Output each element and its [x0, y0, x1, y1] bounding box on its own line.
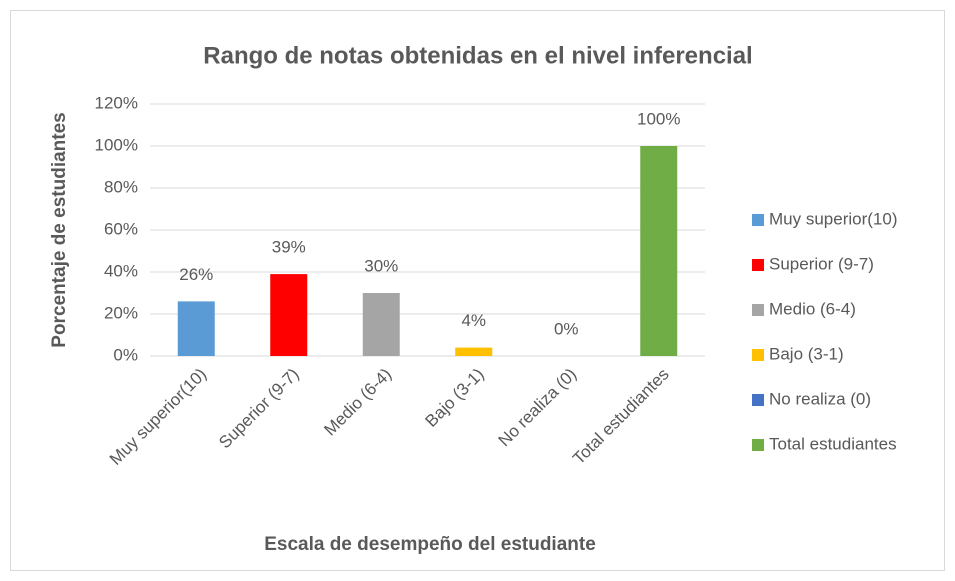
y-tick-label: 0% [113, 345, 138, 364]
y-tick-label: 40% [104, 261, 138, 280]
legend-label: No realiza (0) [769, 389, 871, 408]
legend-label: Medio (6-4) [769, 299, 856, 318]
bar [455, 347, 493, 356]
bar [640, 146, 678, 356]
y-tick-label: 20% [104, 303, 138, 322]
bar [177, 301, 215, 356]
data-label: 30% [364, 256, 398, 275]
bar [270, 274, 308, 356]
legend-label: Superior (9-7) [769, 254, 874, 273]
legend-swatch [752, 259, 764, 271]
legend-label: Bajo (3-1) [769, 344, 844, 363]
legend-swatch [752, 304, 764, 316]
y-axis-title: Porcentaje de estudiantes [49, 112, 70, 347]
legend-swatch [752, 439, 764, 451]
chart-title: Rango de notas obtenidas en el nivel inf… [203, 42, 752, 69]
legend-label: Muy superior(10) [769, 209, 898, 228]
legend-label: Total estudiantes [769, 434, 897, 453]
legend-swatch [752, 394, 764, 406]
x-axis-title: Escala de desempeño del estudiante [264, 534, 596, 555]
data-label: 26% [179, 265, 213, 284]
data-label: 4% [461, 311, 486, 330]
y-tick-label: 80% [104, 177, 138, 196]
legend-swatch [752, 349, 764, 361]
data-label: 0% [554, 319, 579, 338]
y-tick-label: 100% [95, 135, 138, 154]
data-label: 39% [272, 238, 306, 257]
chart-border [10, 10, 945, 571]
data-label: 100% [637, 109, 680, 128]
y-tick-label: 60% [104, 219, 138, 238]
legend-swatch [752, 214, 764, 226]
bar [362, 293, 400, 356]
y-tick-label: 120% [95, 93, 138, 112]
